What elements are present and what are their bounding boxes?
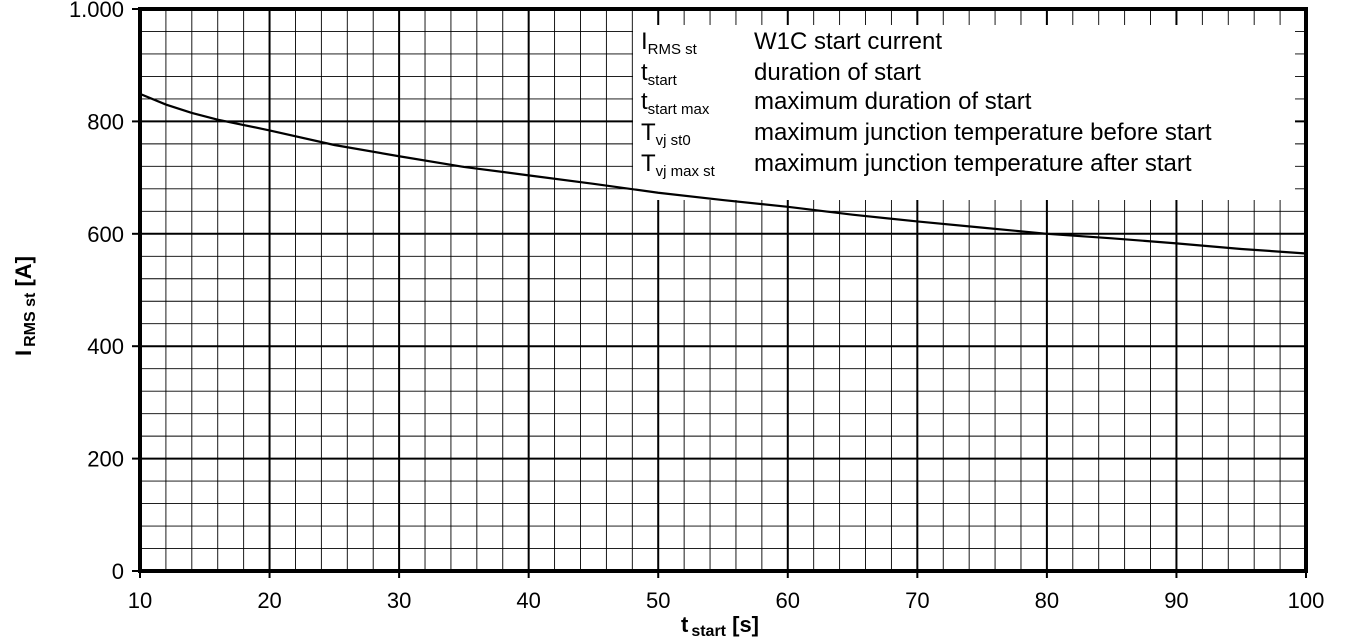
x-tick-label: 40 (516, 588, 540, 613)
legend-description: maximum junction temperature before star… (754, 119, 1212, 146)
legend-description: maximum junction temperature after start (754, 150, 1192, 177)
legend-symbol: tstart (641, 59, 678, 89)
y-axis-label: IRMS st [A] (11, 256, 39, 356)
x-tick-label: 50 (646, 588, 670, 613)
x-tick-label: 10 (128, 588, 152, 613)
legend-box (633, 25, 1295, 200)
legend-symbol: tstart max (641, 88, 710, 118)
y-tick-label: 800 (87, 109, 124, 134)
y-tick-label: 400 (87, 334, 124, 359)
y-axis-ticks: 0 200 400 600 800 1.000 (69, 0, 140, 584)
x-tick-label: 20 (257, 588, 281, 613)
y-tick-label: 0 (112, 559, 124, 584)
x-tick-label: 90 (1164, 588, 1188, 613)
x-tick-label: 30 (387, 588, 411, 613)
y-tick-label: 600 (87, 222, 124, 247)
x-tick-label: 60 (776, 588, 800, 613)
legend-symbol: IRMS st (641, 28, 698, 58)
x-tick-label: 70 (905, 588, 929, 613)
legend: IRMS st W1C start current tstart duration o… (641, 28, 1212, 180)
series-line (139, 92, 1307, 255)
y-tick-label: 200 (87, 447, 124, 472)
x-tick-label: 80 (1035, 588, 1059, 613)
legend-description: maximum duration of start (754, 88, 1032, 115)
legend-symbol: Tvj st0 (641, 119, 691, 149)
legend-description: duration of start (754, 59, 921, 86)
x-tick-label: 100 (1288, 588, 1325, 613)
x-axis-label: t start [s] (681, 612, 759, 639)
x-axis-ticks: 10 20 30 40 50 60 70 80 90 100 (128, 571, 1325, 613)
y-tick-label: 1.000 (69, 0, 124, 22)
legend-symbol: Tvj max st (641, 150, 716, 180)
plot-frame (138, 7, 1308, 573)
legend-description: W1C start current (754, 28, 942, 55)
